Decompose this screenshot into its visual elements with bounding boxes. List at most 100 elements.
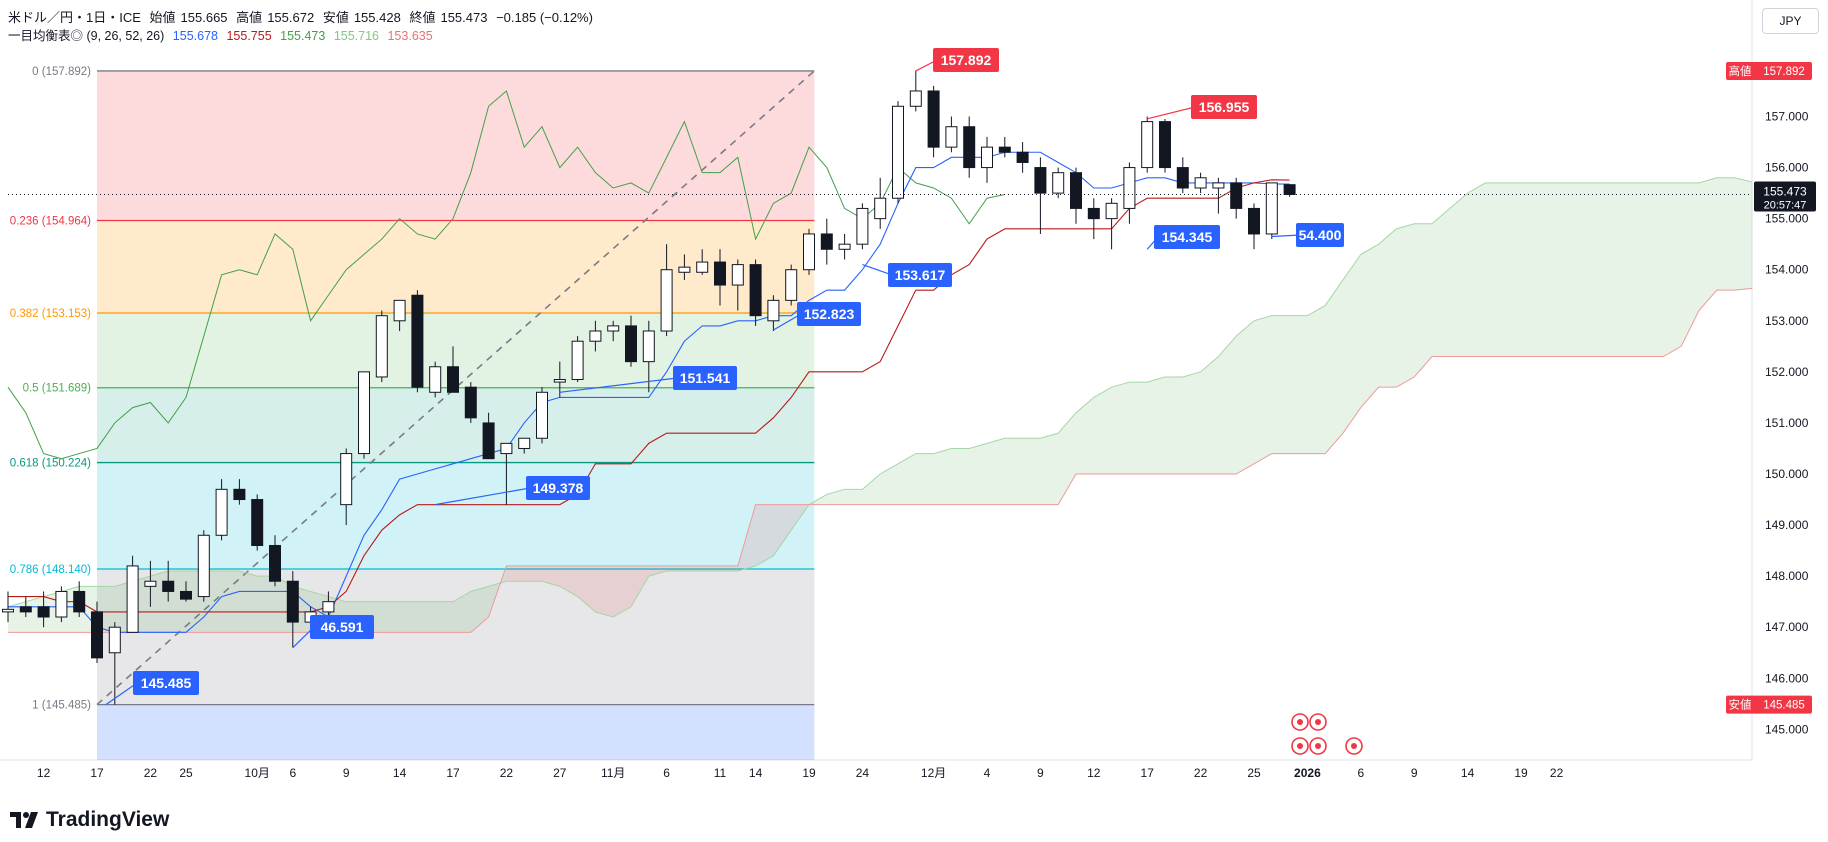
candle xyxy=(1248,203,1260,250)
price-tick-label: 145.000 xyxy=(1765,722,1809,736)
candle xyxy=(482,412,495,460)
candle xyxy=(820,218,833,265)
candle xyxy=(251,494,264,551)
price-tick-label: 152.000 xyxy=(1765,365,1809,379)
indicator-title[interactable]: 一目均衡表◎ (9, 26, 52, 26) xyxy=(8,29,165,43)
current-price-bg xyxy=(1754,181,1816,212)
fib-zone-3 xyxy=(97,387,815,463)
candle xyxy=(464,382,477,423)
cloud-segment xyxy=(1699,177,1717,311)
cloud-segment xyxy=(1681,182,1699,347)
candle xyxy=(731,259,744,311)
candle-body xyxy=(1248,207,1260,235)
time-tick-label: 22 xyxy=(1194,766,1208,780)
candle-body xyxy=(1176,167,1189,189)
candle-body xyxy=(108,626,121,654)
candle-body xyxy=(820,233,833,250)
candle-body xyxy=(1070,172,1082,209)
candle xyxy=(1159,119,1171,173)
cloud-segment xyxy=(524,565,542,582)
cloud-segment xyxy=(25,596,44,633)
candle-body xyxy=(1265,182,1278,235)
current-price-countdown: 20:57:47 xyxy=(1764,199,1807,211)
candle-body xyxy=(1034,167,1047,194)
cloud-segment xyxy=(1574,182,1593,357)
cloud-segment xyxy=(844,489,863,505)
candle xyxy=(1034,157,1047,234)
candle-body xyxy=(589,330,602,342)
tradingview-logo[interactable]: TradingView xyxy=(10,808,169,832)
fib-zone-0 xyxy=(97,70,815,221)
candle-body xyxy=(625,325,637,363)
cloud-segment xyxy=(1076,397,1094,474)
cloud-segment xyxy=(1716,177,1735,291)
cloud-segment xyxy=(1182,371,1201,474)
tradingview-logo-icon xyxy=(10,812,38,828)
badge-value: 157.892 xyxy=(1763,66,1805,78)
candle-body xyxy=(482,422,495,460)
cloud-segment xyxy=(666,565,685,572)
candle-body xyxy=(180,590,192,600)
fib-level-label: 0.5 (151.689) xyxy=(23,383,92,395)
price-tick-label: 153.000 xyxy=(1765,314,1809,328)
cloud-segment xyxy=(915,453,934,505)
fib-level-label: 0.786 (148.140) xyxy=(10,564,91,576)
candle-body xyxy=(536,391,548,439)
low-value: 155.428 xyxy=(353,10,401,25)
candle-body xyxy=(1283,184,1296,195)
candle-body xyxy=(838,243,851,250)
candle-body xyxy=(874,197,887,220)
callout-pointer xyxy=(559,377,678,393)
candle xyxy=(625,315,637,367)
candle xyxy=(642,320,655,393)
candle-body xyxy=(714,261,726,286)
low-label: 安値 xyxy=(322,10,349,25)
cloud-segment xyxy=(1111,382,1130,474)
price-tick-label: 156.000 xyxy=(1765,161,1809,175)
event-dot-icon xyxy=(1315,743,1321,749)
indicator-value-span-a: 155.716 xyxy=(333,29,379,43)
candle xyxy=(197,530,210,602)
cloud-segment xyxy=(577,565,596,612)
candle xyxy=(269,535,281,587)
cloud-segment xyxy=(755,504,774,566)
currency-badge[interactable]: JPY xyxy=(1762,8,1819,34)
candle xyxy=(1123,162,1136,224)
cloud-segment xyxy=(435,601,453,633)
callout-box xyxy=(1154,225,1220,249)
candle-body xyxy=(322,601,335,613)
cloud-segment xyxy=(506,565,525,582)
candle xyxy=(144,560,157,607)
time-tick-label: 4 xyxy=(984,766,991,780)
candle-body xyxy=(2,608,14,613)
candle-body xyxy=(215,488,228,536)
callout-pointer xyxy=(105,682,138,706)
cloud-segment xyxy=(559,565,578,597)
candle-body xyxy=(1159,121,1171,169)
candle xyxy=(1070,167,1082,224)
time-tick-label: 12 xyxy=(1087,766,1101,780)
time-tick-label: 24 xyxy=(856,766,870,780)
cloud-segment xyxy=(898,453,916,505)
cloud-segment xyxy=(595,565,614,617)
candle xyxy=(286,571,299,648)
candle-body xyxy=(963,126,976,169)
candle xyxy=(429,361,442,398)
current-price-label: 155.473 xyxy=(1763,184,1807,198)
candle-body xyxy=(286,580,299,623)
candle-body xyxy=(19,606,32,613)
candle xyxy=(927,85,940,158)
candle xyxy=(998,136,1011,158)
price-legend: 米ドル／円・1日・ICE 始値 155.665 高値 155.672 安値 155.4… xyxy=(8,7,598,26)
time-tick-label: 14 xyxy=(393,766,407,780)
callout-blue: 154.345 xyxy=(1146,225,1220,250)
event-dot-icon xyxy=(1297,743,1303,749)
candle xyxy=(1283,184,1296,197)
symbol-title[interactable]: 米ドル／円・1日・ICE xyxy=(8,10,141,25)
low-price-badge: 安値 145.485 xyxy=(1726,695,1812,714)
kijun-sen-line xyxy=(8,179,1290,613)
candle-body xyxy=(1212,182,1225,189)
candle xyxy=(73,581,86,617)
